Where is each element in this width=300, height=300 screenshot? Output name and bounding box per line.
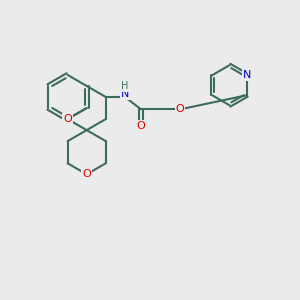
Text: N: N [121,89,129,99]
Text: O: O [176,104,184,114]
Text: N: N [243,70,251,80]
Text: H: H [121,81,129,91]
Text: O: O [137,121,146,130]
Text: O: O [63,114,72,124]
Text: O: O [82,169,91,179]
